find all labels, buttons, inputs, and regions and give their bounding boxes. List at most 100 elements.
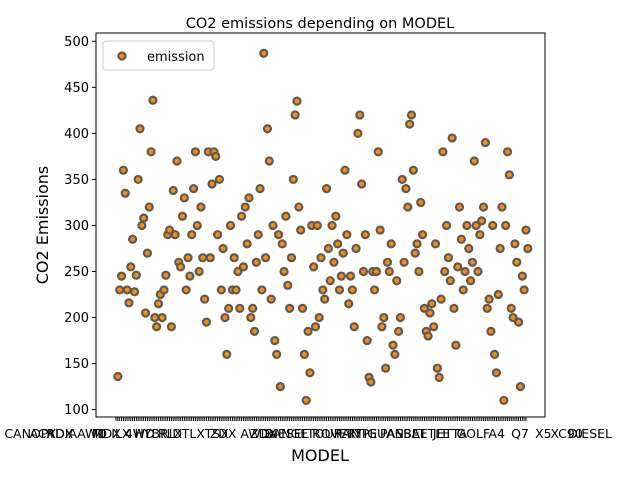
data-points <box>113 48 533 406</box>
data-point <box>499 395 509 406</box>
data-point <box>266 294 276 304</box>
data-point <box>303 326 313 336</box>
data-point <box>406 110 417 120</box>
data-point <box>334 285 345 295</box>
data-point <box>514 317 524 327</box>
data-point <box>523 243 533 254</box>
data-point <box>222 349 232 359</box>
y-tick-label: 100 <box>64 403 89 418</box>
data-point <box>427 299 437 309</box>
data-point <box>172 156 182 166</box>
x-tick-label: ILX HYBRID <box>111 426 182 441</box>
data-point <box>477 216 487 226</box>
data-point <box>118 165 128 175</box>
data-point <box>260 253 271 263</box>
data-point <box>299 349 309 359</box>
data-point <box>139 213 149 223</box>
data-point <box>430 239 441 249</box>
data-point <box>164 225 175 235</box>
data-point <box>305 368 315 378</box>
data-point <box>198 253 208 263</box>
data-point <box>286 253 297 263</box>
data-point <box>251 257 261 267</box>
data-point <box>270 335 280 346</box>
data-point <box>214 174 225 185</box>
x-tick-label: ACADIA <box>30 426 78 441</box>
data-point <box>290 110 300 120</box>
chart-title: CO2 emissions depending on MODEL <box>186 16 454 32</box>
x-tick-label: JETTA <box>432 426 468 441</box>
data-point <box>235 303 245 313</box>
data-point <box>288 174 298 185</box>
data-point <box>236 211 247 221</box>
data-point <box>152 322 162 332</box>
x-tick-label: ZDX <box>250 426 277 441</box>
data-point <box>432 363 442 373</box>
y-axis: 100 150 200 250 300 350 400 450 500 <box>64 35 96 418</box>
x-tick-label: XC90 <box>551 426 583 441</box>
data-point <box>285 303 295 313</box>
data-point <box>399 257 409 267</box>
data-point <box>464 243 474 254</box>
data-point <box>392 276 402 286</box>
data-point <box>379 312 389 323</box>
data-point <box>401 184 411 194</box>
data-point <box>512 257 522 267</box>
data-point <box>205 253 215 263</box>
data-point <box>493 289 503 300</box>
data-point <box>429 322 439 332</box>
data-point <box>436 294 446 304</box>
data-point <box>142 248 152 258</box>
data-point <box>153 299 164 309</box>
data-point <box>382 257 393 267</box>
data-point <box>201 317 212 327</box>
data-point <box>238 262 249 272</box>
data-point <box>395 312 406 323</box>
y-tick-label: 500 <box>64 35 89 50</box>
data-point <box>456 234 466 244</box>
data-point <box>381 363 391 373</box>
data-point <box>497 202 507 212</box>
data-point <box>268 220 278 231</box>
data-point <box>168 185 178 196</box>
data-point <box>501 220 511 231</box>
data-point <box>297 303 308 313</box>
data-point <box>410 248 420 258</box>
data-point <box>469 156 479 166</box>
data-point <box>135 124 145 134</box>
data-point <box>333 239 343 249</box>
data-point <box>454 202 465 212</box>
data-point <box>338 248 348 258</box>
data-point <box>386 239 396 249</box>
y-tick-label: 400 <box>64 127 89 142</box>
data-point <box>517 271 527 281</box>
data-point <box>344 299 354 309</box>
data-point <box>458 285 468 295</box>
data-point <box>495 243 505 254</box>
data-point <box>478 202 489 212</box>
data-point <box>129 287 140 297</box>
data-point <box>390 349 400 359</box>
plot-frame <box>95 32 546 418</box>
data-point <box>484 294 494 304</box>
x-tick-label: RLX <box>158 426 183 441</box>
data-point <box>255 184 265 194</box>
data-point <box>207 179 217 189</box>
data-point <box>161 270 171 280</box>
data-point <box>240 202 250 212</box>
data-point <box>159 285 169 295</box>
data-point <box>150 312 160 323</box>
data-point <box>216 285 226 295</box>
data-point <box>336 271 346 281</box>
data-point <box>453 262 463 272</box>
y-tick-label: 350 <box>64 173 89 188</box>
data-point <box>451 340 461 350</box>
data-point <box>218 243 228 254</box>
data-point <box>262 124 273 134</box>
data-point <box>362 335 372 346</box>
data-point <box>331 211 341 221</box>
data-point <box>519 285 529 295</box>
data-point <box>275 382 285 392</box>
legend-marker <box>117 51 127 61</box>
